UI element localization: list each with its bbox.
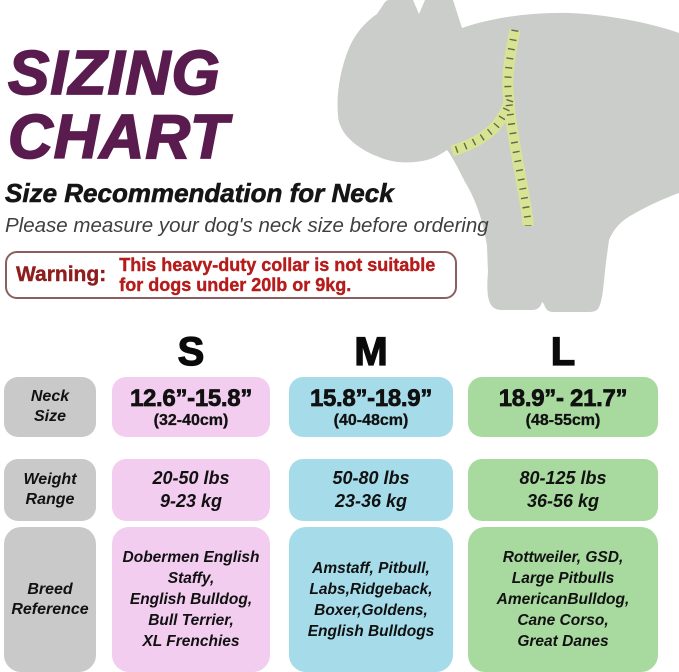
- page-title: SIZING CHART: [7, 39, 229, 172]
- neck-size-cell-l: 18.9”- 21.7” (48-55cm): [468, 377, 658, 437]
- weight-range-cell-l: 80-125 lbs 36-56 kg: [468, 459, 658, 521]
- row-label-neck-size: Neck Size: [4, 377, 96, 437]
- warning-message: This heavy-duty collar is not suitable f…: [119, 255, 436, 295]
- breed-reference-l-text: Rottweiler, GSD, Large Pitbulls American…: [496, 549, 630, 650]
- dog-illustration: [337, 0, 679, 312]
- size-header-l: L: [550, 330, 576, 374]
- neck-size-cell-s: 12.6”-15.8” (32-40cm): [112, 377, 270, 437]
- weight-range-cell-s: 20-50 lbs 9-23 kg: [112, 459, 270, 521]
- neck-size-s-cm: (32-40cm): [153, 411, 229, 429]
- row-label-weight-range: Weight Range: [4, 459, 96, 521]
- size-table: S M L Neck Size 12.6”-15.8” (32-40cm) 15…: [4, 330, 658, 672]
- row-label-breed-reference: Breed Reference: [4, 527, 96, 672]
- warning-label: Warning:: [16, 263, 107, 286]
- table-row-neck-size: Neck Size 12.6”-15.8” (32-40cm) 15.8”-18…: [4, 377, 658, 437]
- neck-size-m-cm: (40-48cm): [333, 411, 409, 429]
- size-header-m: M: [354, 330, 389, 374]
- header-spacer: [4, 331, 96, 377]
- table-row-breed-reference: Breed Reference Dobermen English Staffy,…: [4, 527, 658, 672]
- weight-range-s-text: 20-50 lbs 9-23 kg: [152, 468, 230, 511]
- neck-size-cell-m: 15.8”-18.9” (40-48cm): [289, 377, 453, 437]
- subtitle: Size Recommendation for Neck: [5, 178, 394, 209]
- size-header-row: S M L: [4, 330, 658, 377]
- breed-reference-s-text: Dobermen English Staffy, English Bulldog…: [122, 549, 260, 650]
- neck-size-m-inches: 15.8”-18.9”: [309, 384, 433, 412]
- dog-silhouette: [337, 0, 679, 312]
- warning-box: Warning: This heavy-duty collar is not s…: [5, 251, 457, 299]
- neck-size-l-inches: 18.9”- 21.7”: [498, 384, 628, 412]
- neck-size-s-inches: 12.6”-15.8”: [129, 384, 253, 412]
- neck-size-l-cm: (48-55cm): [525, 411, 601, 429]
- weight-range-m-text: 50-80 lbs 23-36 kg: [332, 468, 410, 511]
- weight-range-cell-m: 50-80 lbs 23-36 kg: [289, 459, 453, 521]
- breed-reference-cell-l: Rottweiler, GSD, Large Pitbulls American…: [468, 527, 658, 672]
- measuring-tape-ticks: [450, 29, 532, 227]
- measurement-note: Please measure your dog's neck size befo…: [5, 214, 489, 237]
- weight-range-l-text: 80-125 lbs 36-56 kg: [519, 468, 607, 511]
- page-title-line2: CHART: [7, 103, 229, 172]
- page-title-line1: SIZING: [7, 39, 221, 108]
- size-header-s: S: [177, 330, 205, 374]
- breed-reference-cell-m: Amstaff, Pitbull, Labs,Ridgeback, Boxer,…: [289, 527, 453, 672]
- breed-reference-m-text: Amstaff, Pitbull, Labs,Ridgeback, Boxer,…: [307, 559, 435, 640]
- table-row-weight-range: Weight Range 20-50 lbs 9-23 kg 50-80 lbs…: [4, 459, 658, 521]
- breed-reference-cell-s: Dobermen English Staffy, English Bulldog…: [112, 527, 270, 672]
